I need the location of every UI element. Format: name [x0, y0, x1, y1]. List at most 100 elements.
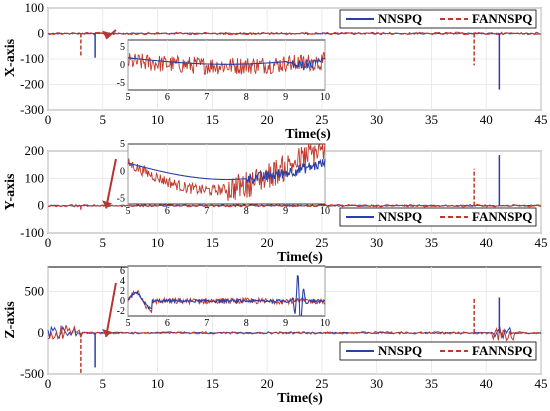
inset-y-tick-label: 2 [120, 286, 125, 297]
y-tick-label: -100 [20, 51, 44, 66]
x-tick-label: 30 [370, 376, 383, 391]
y-axis-label: Z-axis [3, 301, 18, 339]
x-tick-label: 40 [480, 235, 493, 250]
inset-x-tick-label: 8 [244, 318, 249, 329]
inset-y-tick-label: -5 [117, 78, 125, 89]
series-FANNSPQ-line [47, 324, 542, 342]
x-tick-label: 10 [151, 235, 164, 250]
y-tick-label: -200 [20, 77, 44, 92]
x-tick-label: 25 [315, 376, 328, 391]
inset-series-NNSPQ [127, 158, 326, 184]
legend-label: NNSPQ [378, 11, 422, 26]
x-tick-label: 45 [535, 112, 548, 127]
inset-x-tick-label: 5 [126, 92, 131, 103]
x-tick-label: 15 [206, 235, 219, 250]
legend-label: NNSPQ [378, 343, 422, 358]
x-axis-label: Time(s) [277, 250, 323, 265]
legend: NNSPQ FANNSPQ [339, 341, 537, 361]
y-axis-label: X-axis [3, 38, 18, 77]
x-axis-label: Time(s) [285, 127, 331, 142]
inset-x-tick-label: 6 [165, 206, 170, 217]
legend-box [339, 207, 537, 227]
inset-x-tick-label: 9 [283, 92, 288, 103]
zoom-arrow [105, 158, 117, 209]
legend-label: FANNSPQ [472, 209, 532, 224]
inset-y-tick-label: 5 [120, 139, 125, 150]
x-tick-label: 0 [45, 376, 52, 391]
x-tick-label: 5 [100, 112, 107, 127]
inset-x-tick-label: 7 [204, 206, 209, 217]
x-tick-label: 0 [45, 112, 52, 127]
inset-series-NNSPQ [127, 275, 326, 317]
legend-label: NNSPQ [378, 209, 422, 224]
x-tick-label: 15 [206, 376, 219, 391]
legend-box [339, 9, 537, 29]
y-tick-label: -100 [20, 225, 44, 240]
inset-y-tick-label: 5 [120, 42, 125, 53]
x-tick-label: 5 [100, 235, 107, 250]
inset-y-tick-label: 6 [120, 266, 125, 277]
x-tick-label: 45 [535, 376, 548, 391]
y-axis-label: Y-axis [3, 173, 18, 210]
x-tick-label: 20 [261, 235, 274, 250]
inset-y-tick-label: -5 [117, 194, 125, 205]
x-tick-label: 40 [480, 376, 493, 391]
legend-box [339, 341, 537, 361]
x-tick-label: 15 [206, 112, 219, 127]
inset-area [127, 265, 326, 317]
inset-x-tick-label: 6 [165, 92, 170, 103]
y-tick-label: 500 [25, 284, 45, 299]
inset-x-tick-label: 5 [126, 206, 131, 217]
x-tick-label: 35 [425, 235, 438, 250]
x-tick-label: 10 [151, 376, 164, 391]
zoom-arrow-head [102, 328, 113, 337]
inset: 5 6 7 8 9 10 5 0 -5 [117, 139, 330, 217]
inset-x-tick-label: 5 [126, 318, 131, 329]
x-tick-label: 20 [261, 376, 274, 391]
inset-y-tick-label: 0 [120, 60, 125, 71]
x-tick-label: 35 [425, 376, 438, 391]
x-axis-label: Time(s) [277, 391, 323, 406]
y-tick-label: 100 [25, 0, 45, 15]
y-tick-label: 0 [38, 198, 45, 213]
inset-x-tick-label: 9 [283, 318, 288, 329]
x-tick-label: 10 [151, 112, 164, 127]
x-tick-label: 20 [261, 112, 274, 127]
inset-y-tick-label: 0 [120, 296, 125, 307]
inset-x-tick-label: 10 [320, 318, 330, 329]
panel-2: 0 5 10 15 20 25 30 35 40 452001000-100Time(s)Y-ax… [3, 139, 548, 265]
series-FANNSPQ-line [47, 203, 542, 208]
x-tick-label: 25 [315, 112, 328, 127]
x-tick-label: 30 [370, 112, 383, 127]
inset-x-tick-label: 8 [244, 206, 249, 217]
legend: NNSPQ FANNSPQ [339, 9, 537, 29]
panel-1: 0 5 10 15 20 25 30 35 40 451000-100-200-300Time(s… [3, 0, 548, 142]
inset: 5 6 7 8 9 10 5 0 -5 [117, 39, 330, 103]
y-tick-label: 100 [25, 170, 45, 185]
inset-x-tick-label: 10 [320, 92, 330, 103]
legend-label: FANNSPQ [472, 343, 532, 358]
x-tick-label: 45 [535, 235, 548, 250]
y-tick-label: -500 [20, 366, 44, 381]
series-FANNSPQ-line [47, 31, 542, 36]
x-tick-label: 25 [315, 235, 328, 250]
x-tick-label: 5 [100, 376, 107, 391]
inset-series-FANNSPQ [127, 142, 326, 201]
zoom-arrow [105, 282, 117, 338]
inset-y-tick-label: 4 [120, 276, 125, 287]
y-tick-label: 0 [38, 26, 45, 41]
x-tick-label: 30 [370, 235, 383, 250]
inset-x-tick-label: 8 [244, 92, 249, 103]
inset-x-tick-label: 7 [204, 92, 209, 103]
inset-y-tick-label: 0 [120, 166, 125, 177]
inset-x-tick-label: 10 [320, 206, 330, 217]
zoom-arrow-head [102, 200, 113, 209]
y-tick-label: -300 [20, 102, 44, 117]
inset-series-NNSPQ [128, 57, 326, 71]
inset-y-tick-label: -2 [117, 306, 125, 317]
legend-label: FANNSPQ [472, 11, 532, 26]
legend: NNSPQ FANNSPQ [339, 207, 537, 227]
